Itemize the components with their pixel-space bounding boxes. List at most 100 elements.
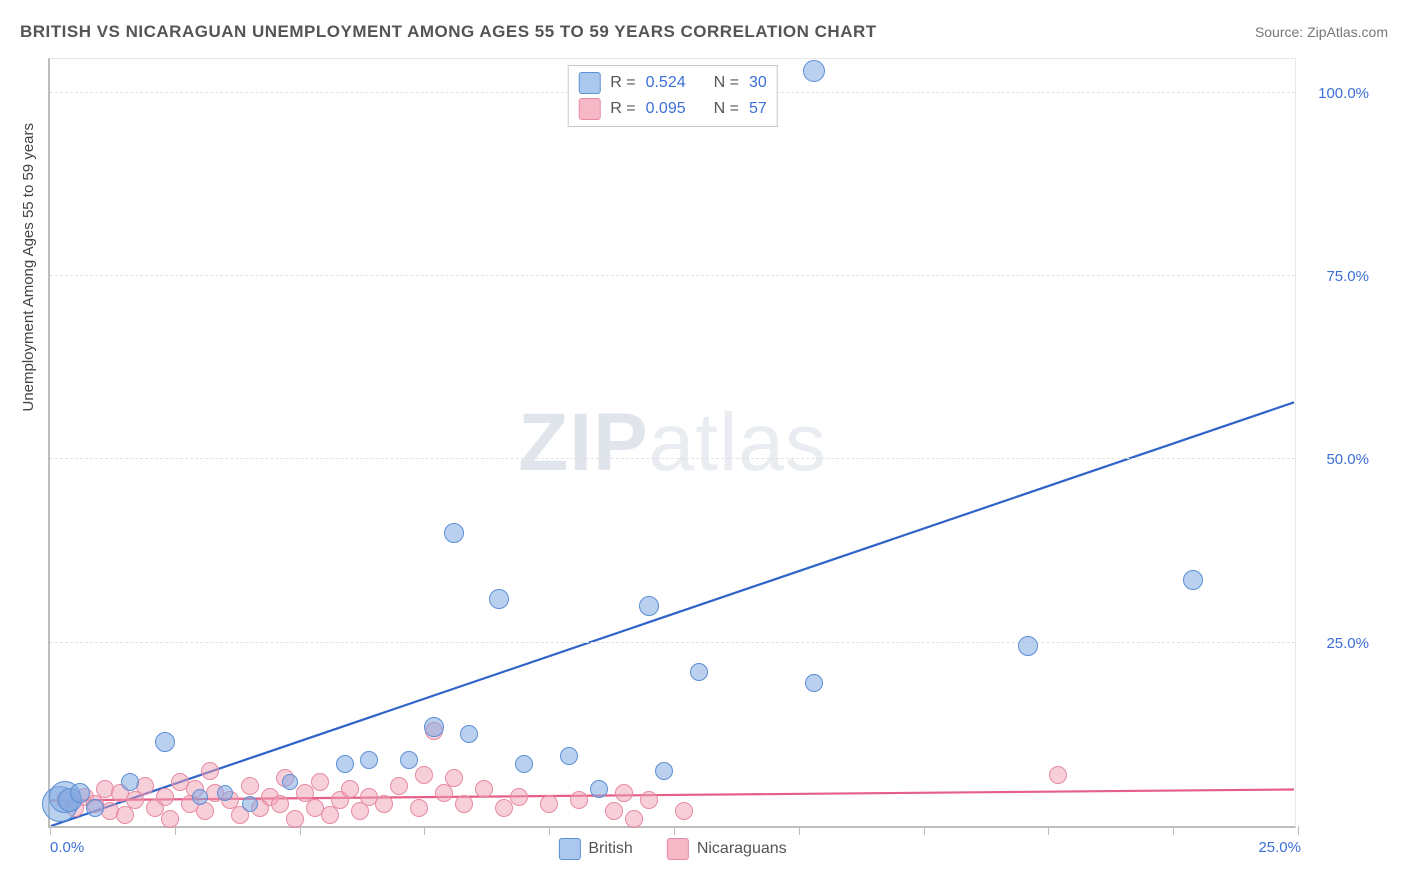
data-point-nicaraguans bbox=[475, 780, 493, 798]
r-label: R = bbox=[610, 100, 635, 118]
x-tick bbox=[300, 826, 301, 835]
gridline bbox=[50, 275, 1295, 276]
data-point-british bbox=[282, 774, 298, 790]
data-point-british bbox=[489, 589, 509, 609]
data-point-british bbox=[1018, 636, 1038, 656]
data-point-british bbox=[155, 732, 175, 752]
source-attribution: Source: ZipAtlas.com bbox=[1255, 24, 1388, 40]
n-label: N = bbox=[714, 100, 739, 118]
data-point-nicaraguans bbox=[445, 769, 463, 787]
legend-label-british: British bbox=[588, 840, 632, 858]
data-point-nicaraguans bbox=[625, 810, 643, 828]
r-value-nicaraguans: 0.095 bbox=[646, 100, 686, 118]
data-point-british bbox=[444, 523, 464, 543]
x-tick bbox=[549, 826, 550, 835]
r-value-british: 0.524 bbox=[646, 74, 686, 92]
data-point-british bbox=[217, 785, 233, 801]
data-point-nicaraguans bbox=[156, 788, 174, 806]
legend-row-british: R = 0.524 N = 30 bbox=[578, 70, 767, 96]
data-point-nicaraguans bbox=[271, 795, 289, 813]
x-axis-max-label: 25.0% bbox=[1258, 839, 1301, 856]
watermark-bold: ZIP bbox=[518, 397, 649, 488]
data-point-nicaraguans bbox=[341, 780, 359, 798]
legend-label-nicaraguans: Nicaraguans bbox=[697, 840, 787, 858]
data-point-nicaraguans bbox=[570, 791, 588, 809]
data-point-british bbox=[655, 762, 673, 780]
x-tick bbox=[1173, 826, 1174, 835]
x-axis-min-label: 0.0% bbox=[50, 839, 84, 856]
data-point-british bbox=[400, 751, 418, 769]
data-point-british bbox=[192, 789, 208, 805]
trendline-british bbox=[51, 402, 1294, 826]
legend-swatch-nicaraguans bbox=[578, 98, 600, 120]
data-point-british bbox=[515, 755, 533, 773]
r-label: R = bbox=[610, 74, 635, 92]
legend-swatch-nicaraguans bbox=[667, 838, 689, 860]
data-point-nicaraguans bbox=[415, 766, 433, 784]
correlation-legend: R = 0.524 N = 30 R = 0.095 N = 57 bbox=[567, 65, 778, 127]
x-tick bbox=[1048, 826, 1049, 835]
x-tick bbox=[799, 826, 800, 835]
x-tick bbox=[924, 826, 925, 835]
x-tick bbox=[1298, 826, 1299, 835]
data-point-nicaraguans bbox=[455, 795, 473, 813]
y-tick-label: 25.0% bbox=[1305, 635, 1369, 652]
data-point-british bbox=[460, 725, 478, 743]
chart-title: BRITISH VS NICARAGUAN UNEMPLOYMENT AMONG… bbox=[20, 22, 877, 42]
plot-area: ZIPatlas R = 0.524 N = 30 R = 0.095 N = … bbox=[48, 58, 1296, 828]
x-tick bbox=[674, 826, 675, 835]
data-point-british bbox=[639, 596, 659, 616]
data-point-nicaraguans bbox=[675, 802, 693, 820]
n-value-british: 30 bbox=[749, 74, 767, 92]
data-point-british bbox=[590, 780, 608, 798]
gridline bbox=[50, 642, 1295, 643]
data-point-nicaraguans bbox=[410, 799, 428, 817]
data-point-nicaraguans bbox=[196, 802, 214, 820]
data-point-british bbox=[560, 747, 578, 765]
data-point-nicaraguans bbox=[201, 762, 219, 780]
n-value-nicaraguans: 57 bbox=[749, 100, 767, 118]
data-point-british bbox=[690, 663, 708, 681]
data-point-nicaraguans bbox=[510, 788, 528, 806]
x-tick bbox=[175, 826, 176, 835]
x-tick bbox=[50, 826, 51, 835]
y-tick-label: 50.0% bbox=[1305, 451, 1369, 468]
gridline bbox=[50, 458, 1295, 459]
data-point-nicaraguans bbox=[286, 810, 304, 828]
data-point-british bbox=[70, 783, 90, 803]
y-tick-label: 100.0% bbox=[1305, 85, 1369, 102]
data-point-nicaraguans bbox=[241, 777, 259, 795]
data-point-nicaraguans bbox=[605, 802, 623, 820]
legend-item-british: British bbox=[558, 838, 632, 860]
x-tick bbox=[424, 826, 425, 835]
data-point-nicaraguans bbox=[161, 810, 179, 828]
chart-container: BRITISH VS NICARAGUAN UNEMPLOYMENT AMONG… bbox=[0, 0, 1406, 892]
data-point-nicaraguans bbox=[540, 795, 558, 813]
data-point-british bbox=[360, 751, 378, 769]
data-point-british bbox=[805, 674, 823, 692]
trendlines-layer bbox=[50, 59, 1295, 826]
legend-swatch-british bbox=[578, 72, 600, 94]
n-label: N = bbox=[714, 74, 739, 92]
legend-swatch-british bbox=[558, 838, 580, 860]
data-point-british bbox=[121, 773, 139, 791]
data-point-nicaraguans bbox=[640, 791, 658, 809]
data-point-nicaraguans bbox=[311, 773, 329, 791]
data-point-british bbox=[336, 755, 354, 773]
data-point-british bbox=[803, 60, 825, 82]
data-point-british bbox=[1183, 570, 1203, 590]
data-point-nicaraguans bbox=[375, 795, 393, 813]
watermark: ZIPatlas bbox=[518, 396, 827, 490]
data-point-nicaraguans bbox=[390, 777, 408, 795]
data-point-nicaraguans bbox=[615, 784, 633, 802]
data-point-british bbox=[86, 799, 104, 817]
data-point-british bbox=[242, 796, 258, 812]
legend-item-nicaraguans: Nicaraguans bbox=[667, 838, 787, 860]
watermark-light: atlas bbox=[649, 397, 827, 488]
data-point-nicaraguans bbox=[1049, 766, 1067, 784]
y-tick-label: 75.0% bbox=[1305, 268, 1369, 285]
series-legend: British Nicaraguans bbox=[558, 838, 786, 860]
data-point-british bbox=[424, 717, 444, 737]
y-axis-label: Unemployment Among Ages 55 to 59 years bbox=[20, 123, 37, 412]
legend-row-nicaraguans: R = 0.095 N = 57 bbox=[578, 96, 767, 122]
